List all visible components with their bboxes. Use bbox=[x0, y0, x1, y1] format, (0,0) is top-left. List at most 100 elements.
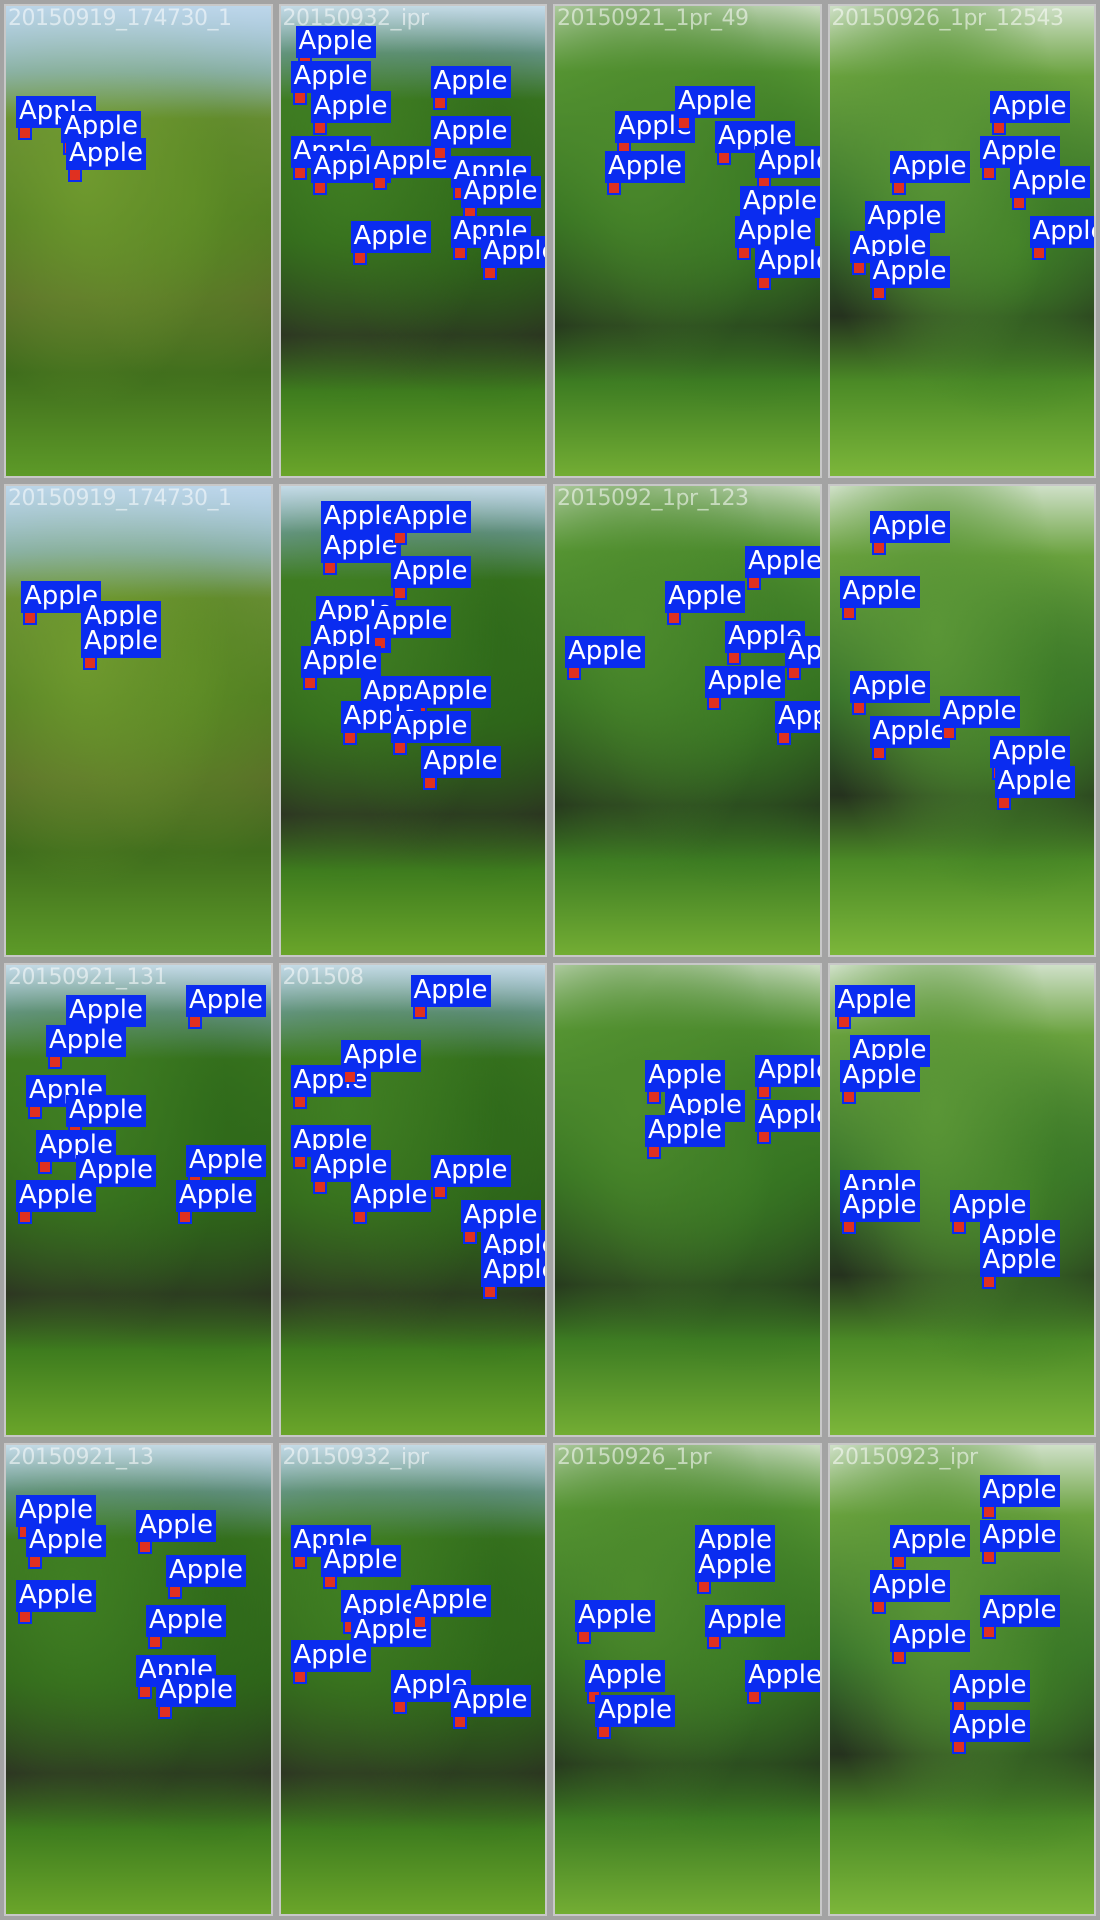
photo-tile: 20150923_ipr Apple Apple Apple Apple Apple App… bbox=[827, 1442, 1096, 1916]
apple-detection-marker bbox=[18, 126, 32, 140]
apple-detection-marker bbox=[1031, 246, 1046, 260]
apple-detection-marker bbox=[18, 1210, 32, 1224]
apple-detection-label: Apple bbox=[290, 1639, 371, 1672]
apple-detection-marker bbox=[342, 730, 357, 745]
apple-detection-marker bbox=[851, 700, 866, 715]
apple-detection-marker bbox=[707, 1634, 721, 1649]
apple-detection-label: Apple bbox=[755, 1100, 820, 1132]
apple-detection-marker bbox=[871, 745, 886, 760]
apple-detection-marker bbox=[482, 1285, 497, 1299]
apple-detection-label: Apple bbox=[16, 1579, 97, 1612]
apple-detection-marker bbox=[841, 605, 856, 620]
apple-detection-marker bbox=[871, 1599, 886, 1614]
apple-detection-marker bbox=[996, 795, 1011, 810]
apple-detection-marker bbox=[981, 166, 996, 180]
apple-detection-marker bbox=[38, 1160, 52, 1174]
apple-detection-marker bbox=[342, 1070, 357, 1084]
apple-detection-marker bbox=[677, 116, 691, 130]
apple-detection-label: Apple bbox=[1029, 216, 1095, 248]
apple-detection-marker bbox=[891, 1649, 906, 1664]
apple-detection-label: Apple bbox=[300, 645, 381, 678]
apple-detection-label: Apple bbox=[979, 1474, 1060, 1507]
apple-detection-label: Apple bbox=[460, 176, 541, 208]
apple-detection-marker bbox=[158, 1704, 172, 1719]
apple-detection-marker bbox=[647, 1090, 661, 1104]
apple-detection-label: Apple bbox=[295, 26, 376, 58]
apple-detection-label: Apple bbox=[585, 1659, 666, 1692]
apple-detection-marker bbox=[697, 1579, 711, 1594]
apple-detection-marker bbox=[727, 650, 741, 665]
tile-filename: 20150921_131 bbox=[8, 965, 167, 990]
apple-detection-label: Apple bbox=[16, 1494, 97, 1527]
apple-detection-label: Apple bbox=[979, 136, 1060, 168]
apple-detection-marker bbox=[168, 1584, 182, 1599]
apple-detection-label: Apple bbox=[350, 221, 431, 253]
apple-detection-marker bbox=[747, 1689, 761, 1704]
apple-detection-label: Apple bbox=[745, 545, 820, 578]
apple-detection-label: Apple bbox=[665, 580, 746, 613]
apple-detection-label: Apple bbox=[66, 138, 147, 170]
apple-detection-marker bbox=[707, 695, 721, 710]
apple-detection-marker bbox=[352, 1210, 367, 1224]
photo-tile: Apple Apple Apple Apple Apple Apple Apple Apple… bbox=[278, 483, 547, 957]
apple-detection-label: Apple bbox=[66, 1095, 147, 1127]
apple-detection-marker bbox=[292, 1155, 307, 1169]
apple-detection-marker bbox=[432, 96, 447, 110]
apple-detection-marker bbox=[452, 246, 467, 260]
apple-detection-label: Apple bbox=[949, 1669, 1030, 1702]
apple-detection-label: Apple bbox=[410, 1584, 491, 1617]
apple-detection-label: Apple bbox=[26, 1524, 107, 1557]
apple-detection-label: Apple bbox=[290, 61, 371, 93]
apple-detection-marker bbox=[18, 1609, 32, 1624]
photo-tile: 20150932_ipr Apple Apple Apple Apple Apple App… bbox=[278, 4, 547, 478]
photo-tile: 20150919_174730_1 Apple Apple Apple bbox=[4, 4, 273, 478]
apple-detection-marker bbox=[787, 665, 801, 680]
apple-detection-marker bbox=[392, 530, 407, 545]
apple-detection-label: Apple bbox=[430, 116, 511, 148]
apple-detection-label: Apple bbox=[340, 1040, 421, 1072]
apple-detection-marker bbox=[23, 610, 37, 625]
apple-detection-label: Apple bbox=[370, 605, 451, 638]
apple-detection-label: Apple bbox=[989, 91, 1070, 123]
apple-detection-label: Apple bbox=[869, 1569, 950, 1602]
apple-detection-marker bbox=[777, 730, 791, 745]
photo-tile: 2015092_1pr_123 Apple Apple Apple Apple Apple… bbox=[553, 483, 822, 957]
apple-detection-label: Apple bbox=[350, 1180, 431, 1212]
apple-detection-marker bbox=[667, 610, 681, 625]
apple-detection-label: Apple bbox=[320, 500, 401, 533]
apple-detection-label: Apple bbox=[66, 995, 147, 1027]
apple-detection-marker bbox=[836, 1015, 851, 1029]
apple-detection-label: Apple bbox=[994, 765, 1075, 798]
apple-detection-label: Apple bbox=[320, 530, 401, 563]
apple-detection-label: Apple bbox=[869, 256, 950, 288]
apple-detection-label: Apple bbox=[1009, 166, 1090, 198]
apple-detection-marker bbox=[891, 181, 906, 195]
apple-detection-label: Apple bbox=[575, 1599, 656, 1632]
apple-detection-label: Apple bbox=[939, 695, 1020, 728]
apple-detection-marker bbox=[178, 1210, 192, 1224]
photo-tile: Apple Apple Apple Apple Apple Apple Apple Apple bbox=[827, 963, 1096, 1437]
apple-detection-marker bbox=[981, 1549, 996, 1564]
apple-detection-label: Apple bbox=[705, 665, 786, 698]
apple-detection-marker bbox=[48, 1055, 62, 1069]
photo-tile: 20150921_131 Apple Apple Apple Apple Apple App… bbox=[4, 963, 273, 1437]
apple-detection-label: Apple bbox=[410, 975, 491, 1007]
apple-detection-label: Apple bbox=[410, 675, 491, 708]
apple-detection-label: Apple bbox=[146, 1604, 227, 1637]
apple-detection-marker bbox=[941, 725, 956, 740]
tile-filename: 20150921_13 bbox=[8, 1444, 154, 1470]
apple-detection-label: Apple bbox=[839, 1190, 920, 1222]
apple-detection-marker bbox=[292, 1554, 307, 1569]
apple-detection-label: Apple bbox=[869, 510, 950, 543]
apple-detection-label: Apple bbox=[81, 625, 162, 658]
apple-detection-label: Apple bbox=[645, 1115, 726, 1147]
apple-detection-label: Apple bbox=[979, 1594, 1060, 1627]
apple-detection-label: Apple bbox=[740, 186, 820, 218]
apple-detection-marker bbox=[312, 1180, 327, 1194]
tile-filename: 20150919_174730_1 bbox=[8, 485, 232, 511]
apple-detection-marker bbox=[841, 1090, 856, 1104]
apple-detection-marker bbox=[432, 146, 447, 160]
apple-detection-label: Apple bbox=[949, 1709, 1030, 1742]
apple-detection-marker bbox=[312, 181, 327, 195]
